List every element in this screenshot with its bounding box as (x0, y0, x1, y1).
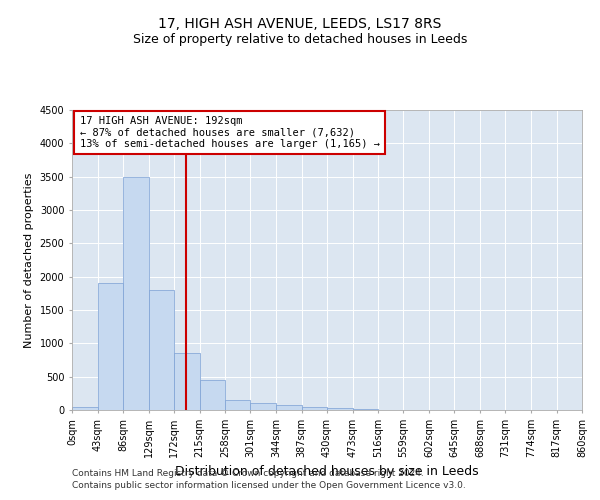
Text: Contains HM Land Registry data © Crown copyright and database right 2024.: Contains HM Land Registry data © Crown c… (72, 468, 424, 477)
Bar (251, 404, 276, 410)
Bar (225, 400, 251, 410)
Bar (199, 380, 225, 410)
Text: 17 HIGH ASH AVENUE: 192sqm
← 87% of detached houses are smaller (7,632)
13% of s: 17 HIGH ASH AVENUE: 192sqm ← 87% of deta… (80, 116, 380, 149)
Bar (327, 408, 353, 410)
Bar (276, 406, 302, 410)
Text: Contains public sector information licensed under the Open Government Licence v3: Contains public sector information licen… (72, 481, 466, 490)
Bar (149, 290, 174, 410)
Text: Size of property relative to detached houses in Leeds: Size of property relative to detached ho… (133, 32, 467, 46)
Bar (302, 406, 327, 410)
Bar (97, 284, 123, 410)
Bar (123, 176, 149, 410)
Bar (174, 354, 199, 410)
X-axis label: Distribution of detached houses by size in Leeds: Distribution of detached houses by size … (175, 466, 479, 478)
Text: 17, HIGH ASH AVENUE, LEEDS, LS17 8RS: 17, HIGH ASH AVENUE, LEEDS, LS17 8RS (158, 18, 442, 32)
Bar (72, 406, 97, 410)
Y-axis label: Number of detached properties: Number of detached properties (24, 172, 34, 348)
